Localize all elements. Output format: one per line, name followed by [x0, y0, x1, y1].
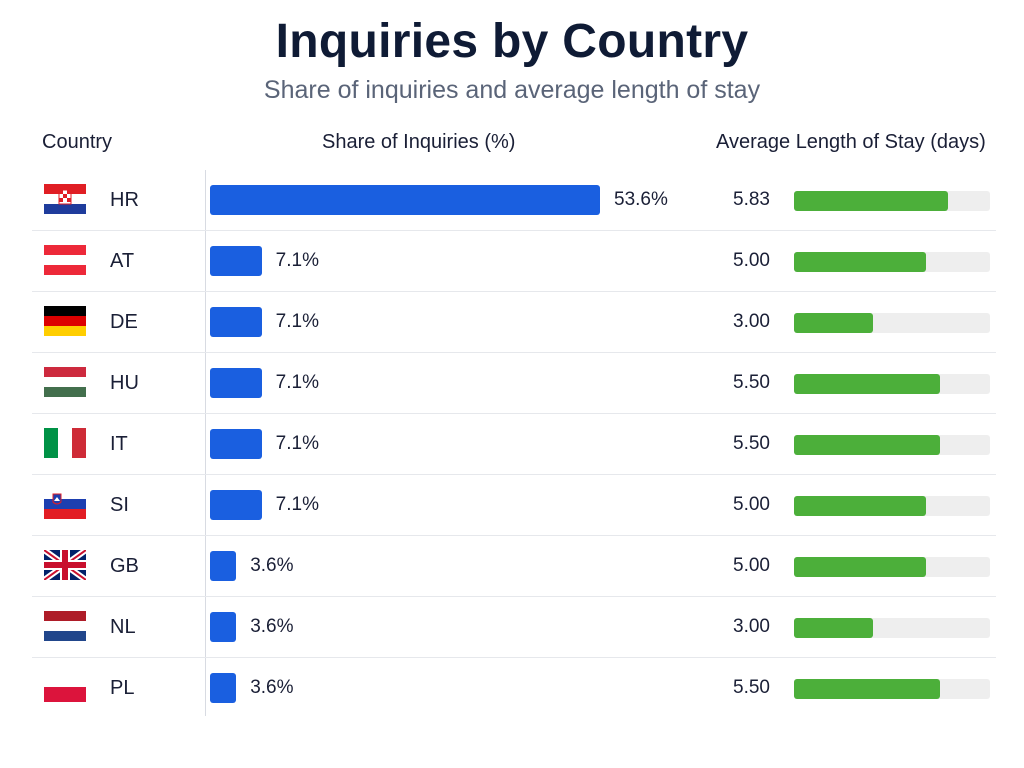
- share-label-it: 7.1%: [275, 433, 319, 454]
- stay-track-de: [794, 313, 990, 333]
- stay-bar-it: [794, 435, 940, 455]
- column-header-country: Country: [42, 131, 113, 153]
- flag-nl-icon: [44, 611, 86, 641]
- stay-label-at: 5.00: [733, 250, 770, 271]
- share-bar-pl: [210, 673, 237, 703]
- stay-label-de: 3.00: [733, 311, 770, 332]
- row-divider: [32, 596, 996, 597]
- share-bar-gb: [210, 551, 237, 581]
- row-divider: [32, 291, 996, 292]
- table-row: DE 7.1% 3.00: [0, 292, 1024, 353]
- share-label-pl: 3.6%: [250, 677, 294, 698]
- share-bar-nl: [210, 612, 237, 642]
- table-row: HR 53.6% 5.83: [0, 170, 1024, 231]
- table-row: PL 3.6% 5.50: [0, 658, 1024, 719]
- flag-at-icon: [44, 245, 86, 275]
- stay-bar-hu: [794, 374, 940, 394]
- country-code-nl: NL: [110, 616, 136, 638]
- stay-label-it: 5.50: [733, 433, 770, 454]
- country-code-at: AT: [110, 250, 135, 272]
- chart-title: Inquiries by Country: [275, 15, 749, 68]
- flag-it-icon: [44, 428, 86, 458]
- share-bar-at: [210, 246, 262, 276]
- row-divider: [32, 474, 996, 475]
- stay-track-hr: [794, 191, 990, 211]
- row-divider: [32, 535, 996, 536]
- flag-de-icon: [44, 306, 86, 336]
- country-code-pl: PL: [110, 677, 135, 699]
- chart-subtitle: Share of inquiries and average length of…: [263, 76, 761, 104]
- stay-track-gb: [794, 557, 990, 577]
- share-label-hr: 53.6%: [614, 189, 668, 210]
- column-header-stay: Average Length of Stay (days): [716, 131, 986, 153]
- flag-hu-icon: [44, 367, 86, 397]
- share-label-gb: 3.6%: [250, 555, 294, 576]
- share-label-at: 7.1%: [275, 250, 319, 271]
- share-bar-it: [210, 429, 262, 459]
- row-divider: [32, 657, 996, 658]
- stay-label-hu: 5.50: [733, 372, 770, 393]
- stay-track-it: [794, 435, 990, 455]
- table-row: AT 7.1% 5.00: [0, 231, 1024, 292]
- stay-label-nl: 3.00: [733, 616, 770, 637]
- stay-label-si: 5.00: [733, 494, 770, 515]
- share-bar-de: [210, 307, 262, 337]
- column-divider: [205, 170, 206, 716]
- stay-bar-hr: [794, 191, 949, 211]
- table-row: SI 7.1% 5.00: [0, 475, 1024, 536]
- flag-pl-icon: [44, 672, 86, 702]
- table-row: HU 7.1% 5.50: [0, 353, 1024, 414]
- column-header-share: Share of Inquiries (%): [322, 131, 516, 153]
- country-code-it: IT: [110, 433, 128, 455]
- share-label-si: 7.1%: [275, 494, 319, 515]
- share-bar-hu: [210, 368, 262, 398]
- stay-label-gb: 5.00: [733, 555, 770, 576]
- stay-bar-de: [794, 313, 874, 333]
- flag-gb-icon: [44, 550, 86, 580]
- flag-si-icon: [44, 489, 86, 519]
- country-code-gb: GB: [110, 555, 139, 577]
- stay-track-nl: [794, 618, 990, 638]
- stay-track-at: [794, 252, 990, 272]
- table-row: IT 7.1% 5.50: [0, 414, 1024, 475]
- country-code-si: SI: [110, 494, 129, 516]
- row-divider: [32, 413, 996, 414]
- stay-track-pl: [794, 679, 990, 699]
- country-code-de: DE: [110, 311, 138, 333]
- stay-bar-si: [794, 496, 927, 516]
- table-row: NL 3.6% 3.00: [0, 597, 1024, 658]
- table-row: GB 3.6% 5.00: [0, 536, 1024, 597]
- stay-label-hr: 5.83: [733, 189, 770, 210]
- flag-hr-icon: [44, 184, 86, 214]
- share-label-de: 7.1%: [275, 311, 319, 332]
- stay-track-hu: [794, 374, 990, 394]
- country-code-hu: HU: [110, 372, 139, 394]
- share-bar-si: [210, 490, 262, 520]
- row-divider: [32, 352, 996, 353]
- country-code-hr: HR: [110, 189, 139, 211]
- share-label-hu: 7.1%: [275, 372, 319, 393]
- stay-bar-nl: [794, 618, 874, 638]
- row-divider: [32, 230, 996, 231]
- stay-bar-gb: [794, 557, 927, 577]
- share-bar-hr: [210, 185, 600, 215]
- stay-bar-at: [794, 252, 927, 272]
- share-label-nl: 3.6%: [250, 616, 294, 637]
- stay-track-si: [794, 496, 990, 516]
- stay-bar-pl: [794, 679, 940, 699]
- stay-label-pl: 5.50: [733, 677, 770, 698]
- chart-rows: HR 53.6% 5.83 AT 7.1% 5.00 DE 7.1% 3.00 HU 7.1% 5.5…: [0, 170, 1024, 719]
